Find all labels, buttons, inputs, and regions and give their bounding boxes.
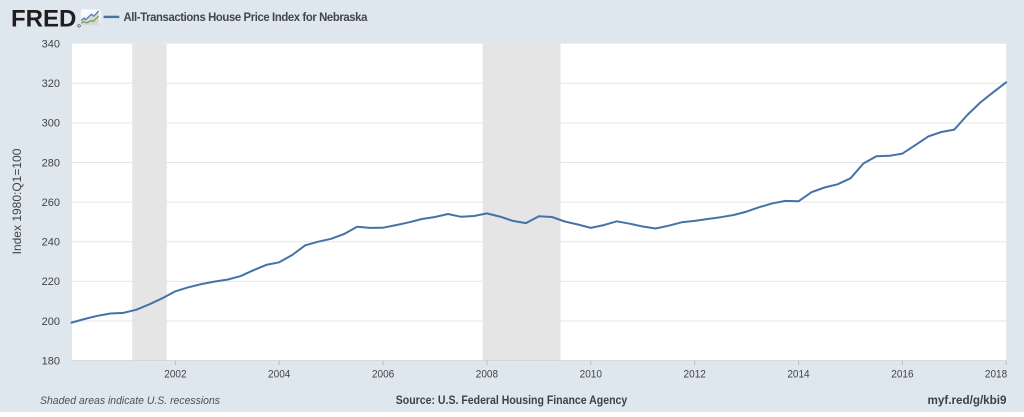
svg-text:Shaded areas indicate U.S. rec: Shaded areas indicate U.S. recessions xyxy=(40,395,220,407)
svg-text:2014: 2014 xyxy=(787,369,809,381)
svg-text:myf.red/g/kbi9: myf.red/g/kbi9 xyxy=(928,395,1007,407)
svg-text:2012: 2012 xyxy=(684,369,706,381)
svg-text:FRED: FRED xyxy=(11,5,76,32)
svg-text:2010: 2010 xyxy=(580,369,602,381)
svg-text:320: 320 xyxy=(42,78,60,90)
svg-text:220: 220 xyxy=(42,276,60,288)
svg-text:2008: 2008 xyxy=(476,369,498,381)
svg-text:2004: 2004 xyxy=(268,369,290,381)
svg-text:2006: 2006 xyxy=(372,369,394,381)
svg-text:300: 300 xyxy=(42,118,60,130)
svg-text:Source: U.S. Federal Housing F: Source: U.S. Federal Housing Finance Age… xyxy=(396,395,628,407)
svg-text:240: 240 xyxy=(42,237,60,249)
svg-text:340: 340 xyxy=(42,39,60,51)
svg-text:260: 260 xyxy=(42,197,60,209)
svg-text:2002: 2002 xyxy=(164,369,186,381)
svg-text:Index 1980:Q1=100: Index 1980:Q1=100 xyxy=(10,148,24,254)
svg-text:200: 200 xyxy=(42,316,60,328)
svg-text:All-Transactions House Price I: All-Transactions House Price Index for N… xyxy=(124,10,368,24)
svg-text:2016: 2016 xyxy=(891,369,913,381)
svg-text:280: 280 xyxy=(42,157,60,169)
svg-text:180: 180 xyxy=(42,355,60,367)
svg-text:2018: 2018 xyxy=(985,369,1007,381)
